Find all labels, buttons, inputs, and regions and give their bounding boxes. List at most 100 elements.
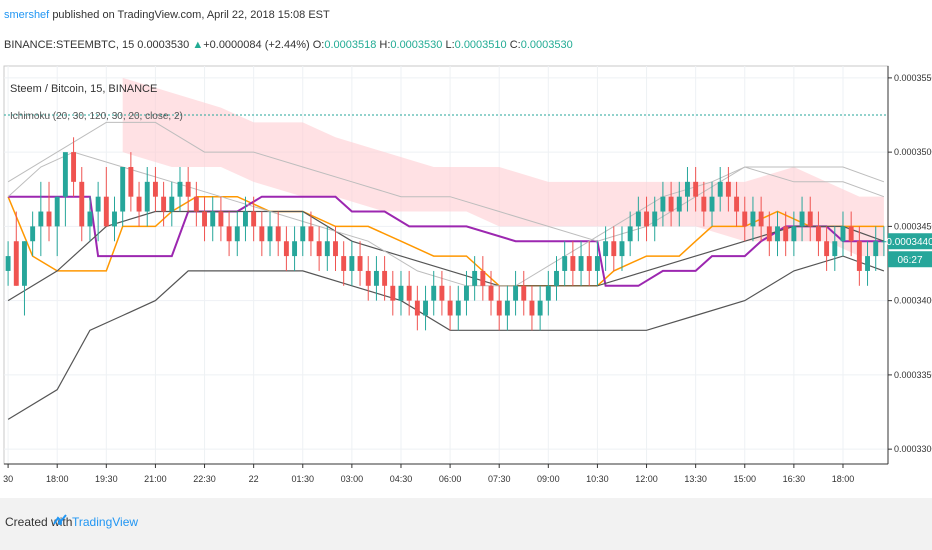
x-tick-label: 07:30 — [488, 474, 511, 484]
candle — [193, 181, 199, 227]
candle-body — [414, 300, 420, 316]
candle — [185, 166, 191, 212]
candle-body — [308, 226, 314, 242]
candle-body — [660, 196, 666, 212]
symbol-name: BINANCE:STEEMBTC, 15 — [4, 39, 135, 51]
candle — [373, 256, 379, 301]
candle-body — [791, 226, 797, 242]
candle-body — [881, 241, 887, 243]
candle-body — [513, 285, 519, 301]
candle — [324, 226, 330, 271]
candle — [71, 137, 77, 197]
candle-body — [439, 285, 445, 301]
candle-body — [725, 181, 731, 197]
x-tick-label: 22:30 — [193, 474, 216, 484]
candle — [333, 226, 338, 271]
candle — [447, 285, 453, 331]
candle — [848, 211, 854, 257]
candle — [22, 241, 27, 316]
candle-body — [775, 226, 780, 242]
candle — [316, 226, 322, 271]
candle — [112, 196, 117, 242]
candle-body — [521, 285, 527, 301]
open-value: 0.0003518 — [324, 39, 377, 51]
candle-body — [251, 211, 257, 227]
candle-body — [685, 181, 690, 197]
candle-body — [693, 181, 699, 197]
candle-body — [316, 241, 322, 257]
candle-body — [259, 226, 265, 242]
candle-body — [644, 211, 649, 227]
candle-body — [488, 285, 494, 301]
candle-body — [79, 181, 85, 227]
candle-body — [496, 300, 502, 316]
conversion-line — [7, 195, 884, 287]
candle-body — [177, 181, 183, 197]
candle-body — [464, 285, 469, 301]
x-tick-label: 06:00 — [439, 474, 462, 484]
candle — [537, 285, 543, 331]
publish-info: published on TradingView.com, April 22, … — [52, 9, 330, 21]
candle — [13, 211, 19, 286]
indicator-legend[interactable]: Ichimoku (20, 30, 120, 30, 20, close, 2) — [10, 111, 183, 122]
candle — [144, 166, 150, 227]
candle-body — [635, 211, 641, 227]
tradingview-brand[interactable]: TradingView — [72, 515, 139, 529]
open-label: O: — [312, 39, 325, 51]
candle-body — [243, 211, 248, 227]
author-link[interactable]: smershef — [4, 9, 50, 21]
candle — [570, 241, 576, 286]
candle-body — [701, 196, 707, 212]
candle-body — [22, 241, 27, 286]
x-tick-label: 01:30 — [291, 474, 314, 484]
candle-body — [832, 241, 838, 257]
candle-body — [652, 211, 658, 227]
x-axis: 30 18:00 19:30 21:00 22:30 22 01:30 03:00 04:30 0… — [3, 464, 854, 484]
x-tick-label: 18:00 — [46, 474, 69, 484]
x-tick-label: 18:00 — [832, 474, 855, 484]
countdown-label: 06:27 — [897, 255, 922, 266]
candle — [873, 226, 879, 271]
candle-body — [333, 241, 338, 257]
candle-body — [202, 211, 207, 227]
candle — [529, 285, 535, 331]
candles[interactable] — [5, 137, 887, 331]
candle — [431, 270, 437, 316]
candle-body — [292, 241, 298, 257]
tradingview-logo-icon[interactable] — [52, 512, 68, 528]
candle — [414, 285, 420, 331]
candle — [349, 241, 355, 286]
candle — [709, 181, 715, 227]
candle-body — [112, 211, 117, 227]
candle-body — [766, 226, 772, 242]
candle — [5, 241, 11, 286]
candle — [161, 181, 167, 227]
low-label: L: — [445, 39, 455, 51]
candle-body — [734, 196, 740, 212]
candle — [619, 226, 625, 271]
candle — [169, 181, 175, 227]
candle — [554, 256, 559, 301]
candle — [390, 270, 396, 316]
candle-body — [54, 196, 60, 227]
candle — [783, 211, 789, 257]
candle — [701, 181, 707, 227]
candle — [292, 226, 298, 271]
candle — [685, 166, 690, 212]
candle-body — [87, 211, 93, 227]
candle-body — [709, 196, 715, 212]
candle-body — [594, 256, 600, 271]
candle — [627, 211, 633, 257]
x-tick-label: 22 — [249, 474, 259, 484]
candle-body — [300, 226, 306, 242]
candle-body — [210, 211, 216, 227]
chart-legend-title: Steem / Bitcoin, 15, BINANCE — [10, 83, 157, 95]
candle-body — [38, 211, 44, 227]
price-change: +0.0000084 (+2.44%) — [203, 39, 310, 51]
candle — [259, 211, 265, 257]
candle — [87, 196, 93, 242]
